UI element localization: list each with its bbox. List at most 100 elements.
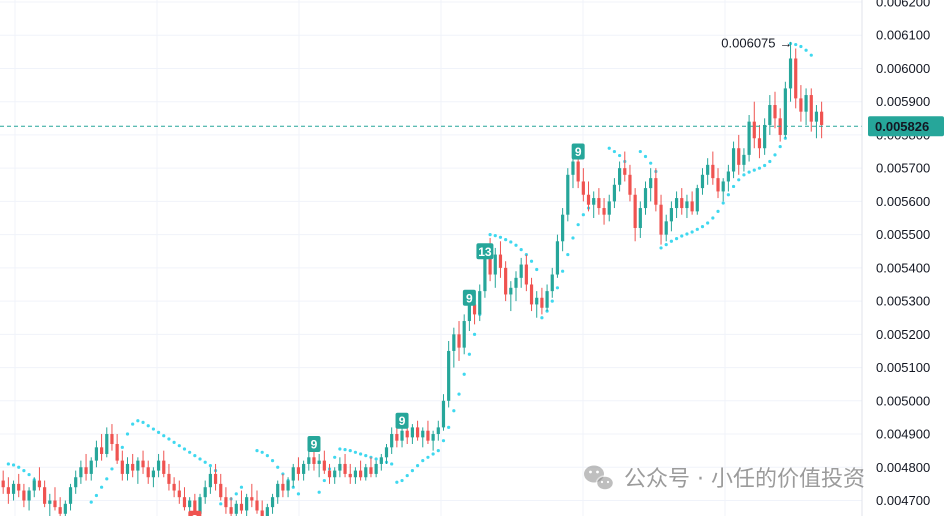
candle <box>716 168 720 199</box>
candle <box>115 434 119 464</box>
candle-body <box>674 198 679 209</box>
sar-dot <box>125 432 130 436</box>
candle <box>415 420 420 441</box>
candle-body <box>700 174 705 189</box>
candle <box>519 257 523 288</box>
sar-dot <box>618 153 622 158</box>
candle <box>561 208 565 252</box>
candle <box>6 477 10 504</box>
candle <box>224 487 228 514</box>
candle-body <box>296 467 301 474</box>
candle <box>208 467 212 494</box>
sar-dot <box>519 247 523 252</box>
candle-body <box>94 447 99 461</box>
candle <box>182 487 187 511</box>
sell-setup-marker: 9 <box>395 412 409 429</box>
sar-dot <box>415 464 420 468</box>
candle-body <box>716 178 720 192</box>
candle-body <box>581 181 585 195</box>
candle-body <box>467 304 471 322</box>
sar-dot <box>804 48 808 52</box>
candle-body <box>68 487 73 504</box>
candle-body <box>447 350 451 401</box>
candle <box>820 101 824 139</box>
sar-dot <box>550 299 554 303</box>
candle-body <box>79 467 83 478</box>
marker-label: 13 <box>478 245 492 259</box>
sar-dot <box>571 236 575 240</box>
candle <box>498 241 503 278</box>
candle <box>514 271 518 302</box>
sar-dot <box>731 184 736 189</box>
candle <box>706 158 710 185</box>
candle <box>353 467 358 484</box>
candle <box>100 434 104 461</box>
marker-label: 9 <box>191 512 198 516</box>
y-axis[interactable]: 0.004700 0.004800 0.004900 0.005000 0.005100… <box>861 0 947 516</box>
candle-body <box>804 95 808 112</box>
candle <box>22 483 26 508</box>
candle <box>333 467 337 484</box>
candle-body <box>151 470 155 478</box>
candle-body <box>317 460 321 464</box>
sar-dot <box>234 492 238 496</box>
sar-dot <box>529 259 534 263</box>
candle <box>623 151 627 182</box>
candle-body <box>519 264 523 278</box>
candle-body <box>43 487 47 504</box>
candle-body <box>690 201 694 212</box>
candle-body <box>488 257 492 275</box>
candle <box>125 457 130 481</box>
candle <box>203 480 207 504</box>
candle-body <box>188 500 192 508</box>
candle-body <box>172 483 176 491</box>
candle-body <box>136 460 140 471</box>
candle <box>555 234 560 278</box>
sar-dot <box>498 235 503 239</box>
candle <box>400 427 404 448</box>
candle <box>94 440 99 468</box>
candle <box>162 450 166 478</box>
candle-body <box>597 198 601 209</box>
candle-body <box>757 138 762 149</box>
candle <box>778 108 782 142</box>
candle-body <box>58 507 62 514</box>
y-tick-label: 0.005000 <box>876 393 930 408</box>
sar-dot <box>509 240 513 244</box>
wechat-icon <box>584 465 615 491</box>
sar-dot <box>172 440 176 444</box>
marker-label: 9 <box>311 438 318 452</box>
candle <box>307 450 311 471</box>
sar-dot <box>685 232 689 236</box>
candle <box>410 424 414 445</box>
candle-body <box>415 427 420 438</box>
sar-dot <box>94 493 99 498</box>
y-tick-label: 0.004900 <box>876 427 930 442</box>
candle <box>131 453 135 478</box>
candle-body <box>509 287 513 295</box>
sar-dot <box>146 424 150 428</box>
candle-body <box>628 174 632 195</box>
candle <box>48 493 52 516</box>
candle-body <box>535 297 539 305</box>
marker-label: 9 <box>399 414 406 428</box>
candle-body <box>219 483 223 498</box>
candle <box>773 91 777 129</box>
candlestick-series <box>1 41 824 516</box>
candle-body <box>353 470 358 478</box>
candle-body <box>374 463 378 474</box>
candle-body <box>281 483 285 491</box>
candle-body <box>22 490 26 501</box>
candle <box>586 181 591 212</box>
candle <box>63 500 67 516</box>
candle-body <box>431 434 435 441</box>
candle <box>550 267 554 298</box>
sar-dot <box>669 239 674 243</box>
sell-setup-marker: 9 <box>307 436 321 453</box>
candle-body <box>618 168 622 185</box>
candle <box>441 394 446 431</box>
candle-body <box>198 497 202 514</box>
marker-bg <box>307 436 321 453</box>
sar-dot <box>203 460 207 464</box>
